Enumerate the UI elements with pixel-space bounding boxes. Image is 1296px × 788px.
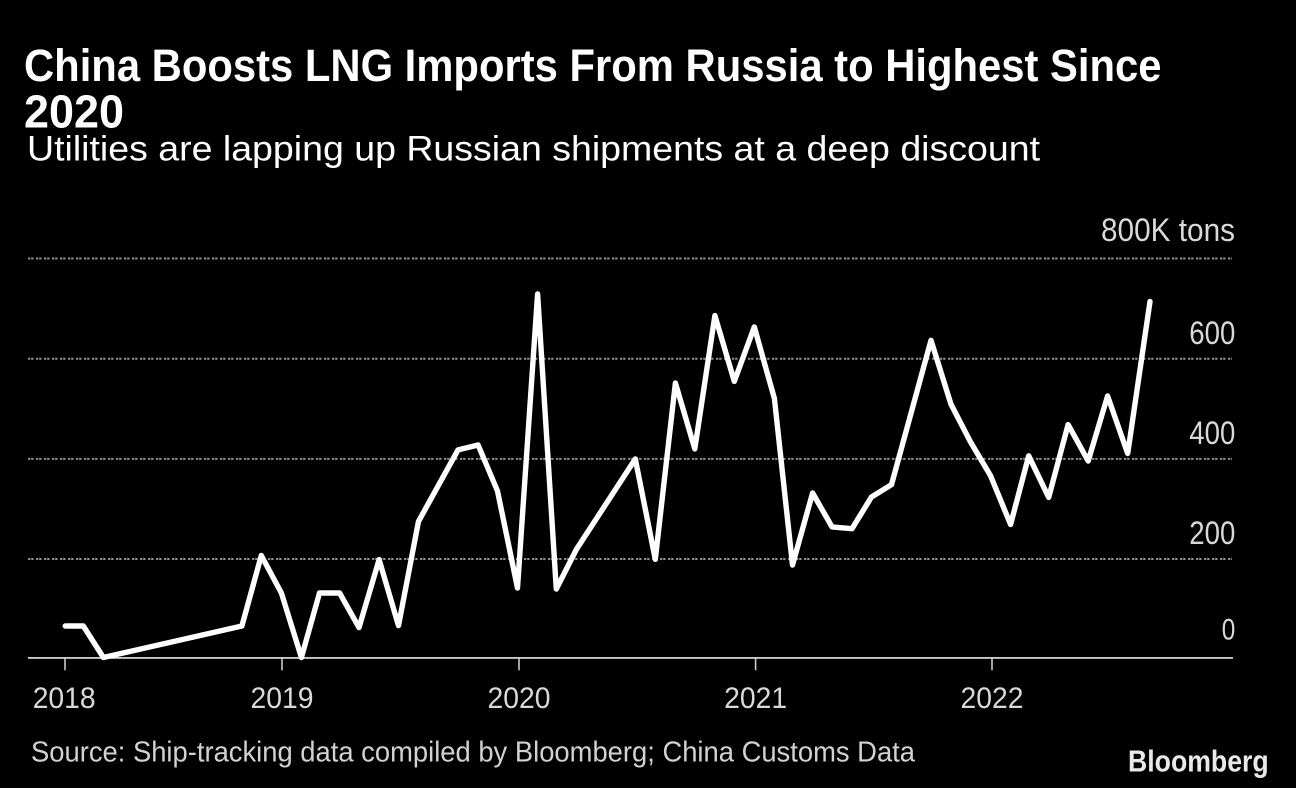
svg-text:200: 200 — [1189, 515, 1235, 551]
svg-text:600: 600 — [1189, 315, 1235, 351]
svg-text:Bloomberg: Bloomberg — [1128, 744, 1269, 779]
svg-text:2019: 2019 — [251, 682, 314, 715]
svg-text:2022: 2022 — [961, 682, 1024, 715]
svg-text:400: 400 — [1189, 415, 1235, 451]
svg-text:2020: 2020 — [24, 86, 124, 138]
svg-text:Source: Ship-tracking data com: Source: Ship-tracking data compiled by B… — [31, 736, 916, 768]
svg-text:Utilities are lapping up Russi: Utilities are lapping up Russian shipmen… — [27, 129, 1040, 169]
svg-text:0: 0 — [1222, 614, 1236, 647]
svg-text:2018: 2018 — [33, 682, 96, 715]
svg-text:2020: 2020 — [488, 682, 551, 715]
svg-text:2021: 2021 — [724, 682, 787, 715]
svg-text:China Boosts LNG Imports From: China Boosts LNG Imports From Russia to … — [24, 40, 1162, 91]
svg-text:800K tons: 800K tons — [1101, 212, 1235, 248]
